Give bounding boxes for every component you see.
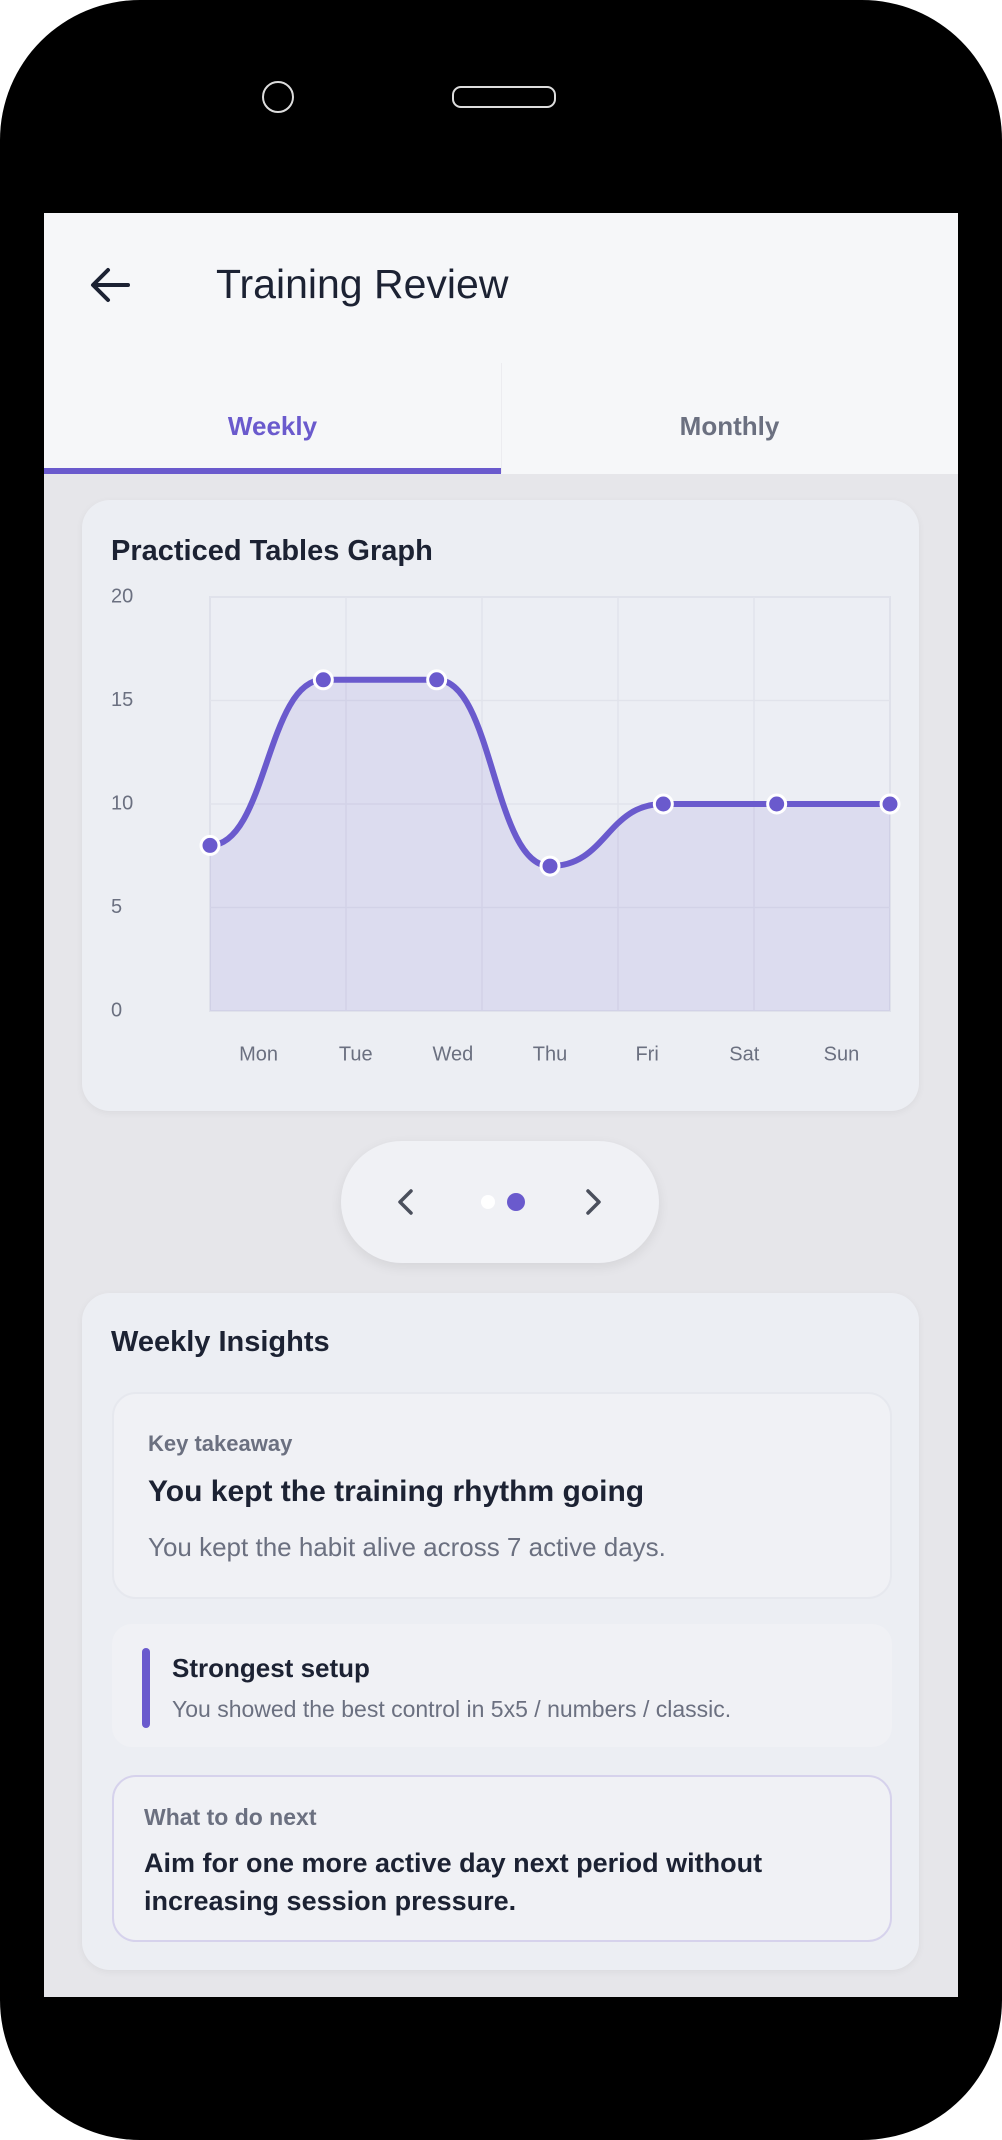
chart-card: Practiced Tables Graph 0 5 10 15 20 Mon Tue Wed… [82,500,919,1111]
tab-weekly[interactable]: Weekly [227,410,318,441]
takeaway-label: Key takeaway [148,1431,293,1456]
point [312,669,334,691]
x-tick-label: Thu [533,1043,567,1065]
x-tick-label: Mon [239,1043,278,1065]
camera [262,81,294,113]
x-tick-label: Wed [432,1043,473,1065]
tab-indicator [44,468,501,474]
strongest-title: Strongest setup [172,1653,370,1683]
page-dot-active [507,1193,525,1211]
point [539,855,561,877]
takeaway-box: Key takeaway You kept the training rhyth… [112,1392,892,1599]
next-button[interactable] [578,1186,608,1218]
x-tick-label: Tue [339,1043,373,1065]
insights-card: Weekly Insights Key takeaway You kept th… [82,1293,919,1970]
screen-title: Training Review [216,261,509,307]
tab-monthly[interactable]: Monthly [679,410,780,441]
y-tick-label: 15 [111,689,133,711]
next-label: What to do next [144,1804,317,1830]
pager [341,1141,659,1263]
line [209,676,890,870]
next-box: What to do next Aim for one more active … [112,1775,892,1942]
strongest-text: You showed the best control in 5x5 / num… [172,1696,732,1722]
point [879,793,901,815]
y-tick-label: 20 [111,585,133,607]
app-header: Training Review Weekly Monthly [44,213,958,474]
takeaway-text: You kept the habit alive across 7 active… [148,1532,666,1562]
y-tick-label: 0 [111,999,122,1021]
x-tick-label: Fri [635,1043,658,1065]
takeaway-heading: You kept the training rhythm going [148,1475,645,1508]
screen: Training Review Weekly Monthly Practiced… [44,213,958,1997]
strongest-box: Strongest setup You showed the best cont… [112,1624,892,1747]
area [210,679,890,1011]
y-tick-label: 5 [111,896,122,918]
prev-button[interactable] [391,1186,421,1218]
point [766,793,788,815]
point [426,669,448,691]
next-text: Aim for one more active day next period … [144,1848,763,1916]
chart-title: Practiced Tables Graph [111,535,433,567]
insights-title: Weekly Insights [111,1326,330,1358]
y-tick-label: 10 [111,792,133,814]
page-dot [481,1195,495,1209]
x-tick-label: Sat [729,1043,759,1065]
x-tick-label: Sun [824,1043,860,1065]
tab-divider [501,363,502,473]
point [199,834,221,856]
accent-bar [142,1648,150,1728]
chart: 0 5 10 15 20 Mon Tue Wed Thu Fri Sat Sun [111,585,901,1065]
back-button[interactable] [88,263,132,307]
speaker [452,86,556,108]
point [652,793,674,815]
